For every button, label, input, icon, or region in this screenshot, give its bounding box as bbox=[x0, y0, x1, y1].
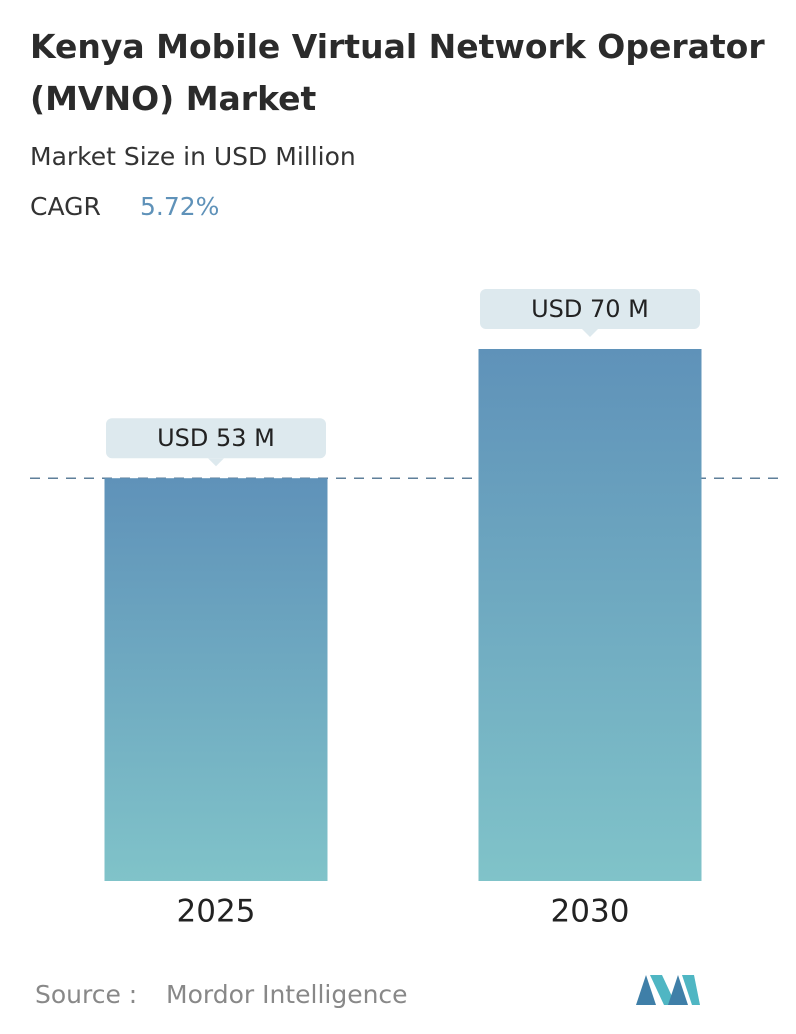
value-label: USD 53 M bbox=[157, 424, 275, 452]
logo bbox=[636, 975, 700, 1005]
cagr-label: CAGR bbox=[30, 192, 101, 221]
label-box bbox=[480, 289, 700, 329]
bar bbox=[478, 349, 702, 881]
chart-title: Kenya Mobile Virtual Network Operator (MV… bbox=[30, 27, 765, 118]
x-tick-label: 2025 bbox=[177, 894, 256, 930]
source: Mordor Intelligence bbox=[166, 980, 408, 1009]
label-pointer bbox=[208, 458, 224, 467]
subtitle: Market Size in USD Million bbox=[30, 142, 356, 171]
value-label: USD 70 M bbox=[531, 295, 649, 323]
bar bbox=[104, 478, 328, 881]
x-tick-label: 2030 bbox=[551, 894, 630, 930]
cagr-value: 5.72% bbox=[140, 192, 219, 221]
label-box bbox=[106, 418, 326, 459]
source-label: Source : bbox=[35, 980, 137, 1009]
label-pointer bbox=[582, 329, 598, 337]
